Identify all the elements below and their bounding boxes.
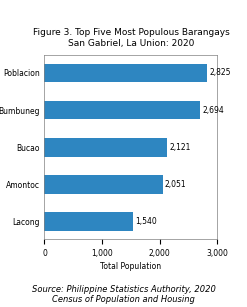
Text: Source: Philippine Statistics Authority, 2020
Census of Population and Housing: Source: Philippine Statistics Authority,… (32, 285, 215, 304)
Text: 2,121: 2,121 (169, 143, 190, 152)
Bar (44, 138, 167, 157)
Text: 2,051: 2,051 (165, 180, 186, 189)
Bar (44, 212, 133, 231)
Bar (44, 175, 163, 194)
Text: 1,540: 1,540 (136, 217, 157, 226)
Bar (44, 101, 200, 119)
X-axis label: Total Population: Total Population (100, 262, 162, 271)
Bar (44, 64, 207, 82)
Text: 2,825: 2,825 (209, 68, 231, 77)
Text: Figure 3. Top Five Most Populous Barangays
San Gabriel, La Union: 2020: Figure 3. Top Five Most Populous Baranga… (33, 28, 229, 48)
Text: 2,694: 2,694 (202, 106, 224, 115)
